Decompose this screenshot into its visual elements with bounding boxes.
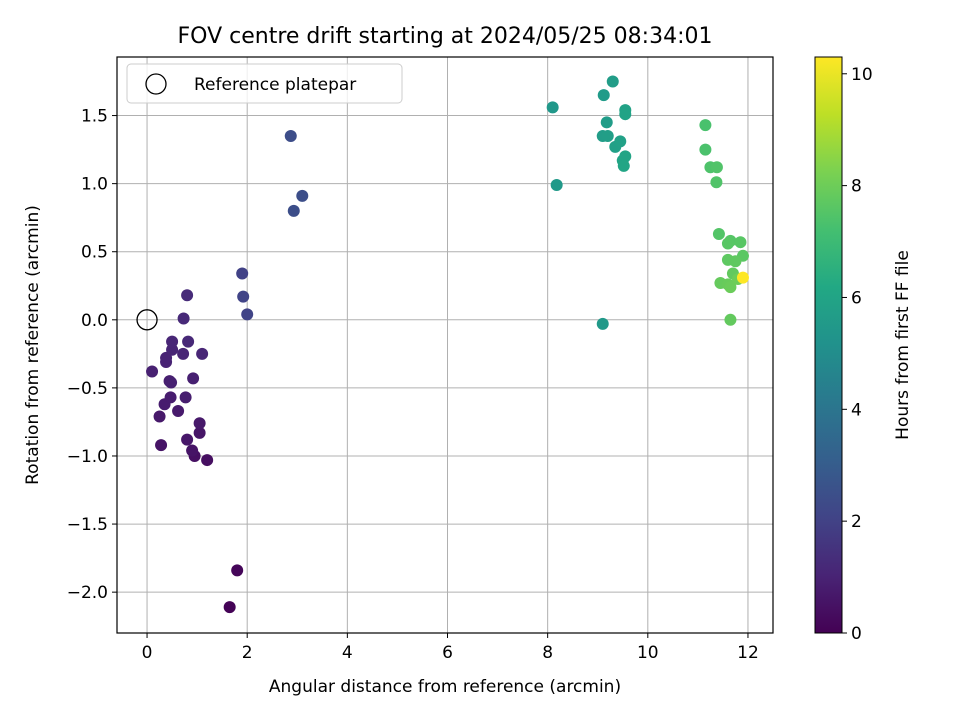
data-point [182, 335, 195, 348]
data-point [721, 237, 734, 250]
data-point [287, 204, 300, 217]
data-point [617, 159, 630, 172]
data-point [600, 116, 613, 129]
y-tick-label: −2.0 [67, 583, 108, 603]
data-point [710, 176, 723, 189]
reference-marker [136, 309, 158, 331]
x-tick-label: 6 [442, 643, 453, 663]
legend-marker-reference [145, 73, 167, 95]
data-point [166, 335, 179, 348]
y-axis-ticks: −2.0 −1.5 −1.0 −0.5 0.0 0.5 1.0 1.5 [67, 107, 117, 603]
data-point [165, 376, 178, 389]
data-point [181, 289, 194, 302]
data-point [186, 444, 199, 457]
data-point [172, 405, 185, 418]
data-point [153, 410, 166, 423]
data-point [241, 308, 254, 321]
data-point [734, 236, 747, 249]
legend-box [126, 63, 403, 104]
data-point [614, 135, 627, 148]
data-point [710, 161, 723, 174]
data-point [724, 313, 737, 326]
x-tick-label: 10 [637, 643, 659, 663]
y-tick-label: 0.0 [81, 311, 108, 331]
data-point [296, 189, 309, 202]
y-tick-label: −0.5 [67, 379, 108, 399]
data-point [699, 119, 712, 132]
colorbar-ticks: 0 2 4 6 8 10 [842, 65, 873, 644]
x-axis-label: Angular distance from reference (arcmin) [269, 677, 621, 697]
data-point [712, 228, 725, 241]
data-point [724, 281, 737, 294]
x-tick-label: 8 [542, 643, 553, 663]
data-point [164, 391, 177, 404]
colorbar-tick-label: 2 [851, 512, 862, 532]
data-point [237, 290, 250, 303]
colorbar-tick-label: 0 [851, 624, 862, 644]
y-tick-label: −1.5 [67, 515, 108, 535]
data-point [187, 372, 200, 385]
y-tick-label: −1.0 [67, 447, 108, 467]
x-tick-label: 2 [242, 643, 253, 663]
data-point [284, 129, 297, 142]
data-point [146, 365, 159, 378]
plot-frame [116, 56, 774, 634]
x-tick-label: 0 [142, 643, 153, 663]
data-point [597, 89, 610, 102]
data-point [236, 267, 249, 280]
y-tick-label: 1.5 [81, 107, 108, 127]
data-point [193, 426, 206, 439]
data-point [546, 101, 559, 114]
data-point [179, 391, 192, 404]
data-point [736, 271, 749, 284]
data-point [193, 417, 206, 430]
data-point [601, 129, 614, 142]
data-point [177, 312, 190, 325]
data-point [201, 454, 214, 467]
data-point [619, 108, 632, 121]
data-point [699, 143, 712, 156]
data-point [177, 347, 190, 360]
x-axis-ticks: 0 2 4 6 8 10 12 [142, 633, 759, 663]
data-point [550, 179, 563, 191]
x-tick-label: 12 [737, 643, 759, 663]
data-point [231, 564, 244, 577]
data-point [729, 255, 742, 268]
colorbar-tick-label: 10 [851, 65, 873, 85]
y-tick-label: 0.5 [81, 243, 108, 263]
colorbar: 0 2 4 6 8 10 Hours from first FF file [814, 56, 913, 644]
chart-title: FOV centre drift starting at 2024/05/25 … [178, 24, 713, 49]
data-point [181, 433, 194, 446]
legend-label-reference: Reference platepar [194, 75, 356, 95]
colorbar-gradient [814, 56, 843, 634]
data-point [155, 439, 168, 452]
colorbar-tick-label: 4 [851, 400, 862, 420]
data-point [606, 75, 619, 88]
grid-lines [117, 57, 773, 633]
colorbar-tick-label: 6 [851, 288, 862, 308]
data-point [196, 347, 209, 360]
data-points [146, 75, 749, 614]
colorbar-label: Hours from first FF file [893, 250, 913, 440]
y-tick-label: 1.0 [81, 175, 108, 195]
x-tick-label: 4 [342, 643, 353, 663]
reference-marker-group [136, 309, 158, 331]
colorbar-tick-label: 8 [851, 177, 862, 197]
y-axis-label: Rotation from reference (arcmin) [23, 205, 43, 485]
legend: Reference platepar [126, 63, 403, 104]
data-point [596, 317, 609, 330]
data-point [223, 601, 236, 614]
